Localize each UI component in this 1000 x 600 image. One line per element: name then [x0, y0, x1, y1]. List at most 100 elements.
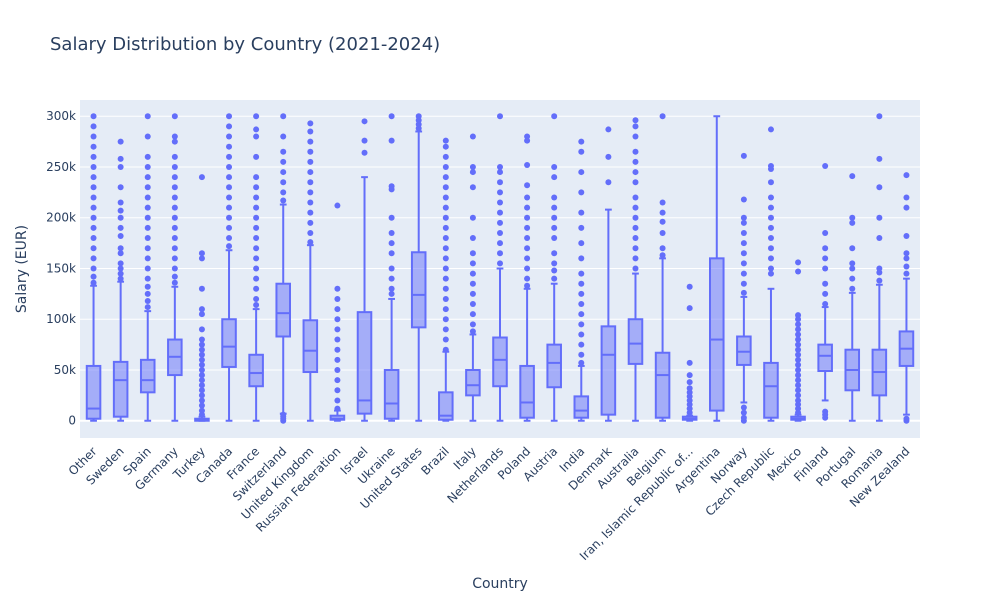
outlier-point: [117, 163, 124, 170]
outlier-point: [849, 275, 856, 282]
outlier-point: [90, 113, 97, 120]
outlier-point: [117, 214, 124, 221]
y-axis-ticks: 0 50k 100k 150k 200k 250k 300k: [46, 109, 76, 428]
outlier-point: [198, 361, 205, 368]
iqr-box: [356, 311, 373, 415]
box-12: [410, 113, 427, 422]
outlier-point: [90, 174, 97, 181]
outlier-point: [334, 306, 341, 313]
outlier-point: [226, 123, 233, 130]
outlier-point: [90, 163, 97, 170]
outlier-point: [117, 245, 124, 252]
outlier-point: [767, 214, 774, 221]
box-5: [221, 113, 237, 422]
outlier-point: [144, 235, 151, 242]
outlier-point: [144, 245, 151, 252]
outlier-point: [442, 265, 449, 272]
iqr-box: [817, 343, 833, 373]
chart-title: Salary Distribution by Country (2021-202…: [50, 34, 440, 55]
outlier-point: [659, 229, 666, 236]
outlier-point: [740, 196, 747, 203]
iqr-box: [546, 343, 562, 389]
outlier-point: [551, 260, 558, 267]
outlier-point: [659, 199, 666, 206]
outlier-point: [767, 126, 774, 133]
outlier-point: [117, 138, 124, 145]
outlier-point: [578, 240, 585, 247]
iqr-box: [519, 364, 535, 419]
y-tick-label: 0: [68, 414, 76, 428]
box-26: [790, 259, 806, 422]
outlier-point: [469, 184, 476, 191]
outlier-point: [524, 265, 531, 272]
outlier-point: [442, 275, 449, 282]
outlier-point: [442, 285, 449, 292]
outlier-point: [388, 137, 395, 144]
outlier-point: [903, 270, 910, 277]
outlier-point: [334, 202, 341, 209]
outlier-point: [90, 279, 97, 286]
outlier-point: [415, 113, 422, 120]
box-25: [763, 126, 779, 422]
outlier-point: [632, 265, 639, 272]
outlier-point: [307, 179, 314, 186]
outlier-point: [334, 377, 341, 384]
outlier-point: [659, 113, 666, 120]
outlier-point: [442, 295, 449, 302]
outlier-point: [767, 255, 774, 262]
outlier-point: [795, 336, 802, 343]
outlier-point: [198, 372, 205, 379]
outlier-point: [90, 204, 97, 211]
outlier-point: [524, 204, 531, 211]
outlier-point: [795, 366, 802, 373]
outlier-point: [198, 382, 205, 389]
outlier-point: [497, 189, 503, 196]
outlier-point: [876, 214, 883, 221]
outlier-point: [388, 183, 395, 190]
outlier-point: [198, 407, 205, 414]
outlier-point: [117, 250, 124, 257]
outlier-point: [144, 174, 151, 181]
outlier-point: [822, 290, 829, 297]
outlier-point: [524, 235, 531, 242]
outlier-point: [280, 169, 287, 176]
outlier-point: [903, 263, 910, 270]
outlier-point: [117, 275, 124, 282]
iqr-box: [763, 361, 779, 419]
outlier-point: [659, 245, 666, 252]
outlier-point: [524, 255, 531, 262]
outlier-point: [171, 245, 178, 252]
outlier-point: [903, 415, 910, 422]
outlier-point: [307, 128, 314, 135]
outlier-point: [90, 265, 97, 272]
outlier-point: [198, 336, 205, 343]
box-8: [302, 120, 319, 422]
outlier-point: [253, 174, 260, 181]
iqr-box: [275, 282, 291, 338]
outlier-point: [469, 321, 476, 328]
box-11: [383, 113, 400, 422]
outlier-point: [632, 224, 639, 231]
outlier-point: [578, 331, 585, 338]
iqr-box: [248, 353, 264, 388]
outlier-point: [144, 133, 151, 140]
outlier-point: [144, 224, 151, 231]
outlier-point: [578, 209, 585, 216]
box-19: [600, 126, 617, 422]
outlier-point: [551, 275, 558, 282]
outlier-point: [144, 194, 151, 201]
outlier-point: [442, 204, 449, 211]
outlier-point: [144, 255, 151, 262]
outlier-point: [632, 148, 639, 155]
outlier-point: [117, 260, 124, 267]
outlier-point: [198, 326, 205, 333]
outlier-point: [198, 377, 205, 384]
outlier-point: [226, 174, 233, 181]
outlier-point: [686, 305, 693, 312]
outlier-point: [144, 275, 151, 282]
y-tick-label: 300k: [46, 109, 76, 123]
x-axis-title: Country: [472, 576, 528, 592]
outlier-point: [198, 392, 205, 399]
outlier-point: [171, 138, 178, 145]
outlier-point: [144, 184, 151, 191]
